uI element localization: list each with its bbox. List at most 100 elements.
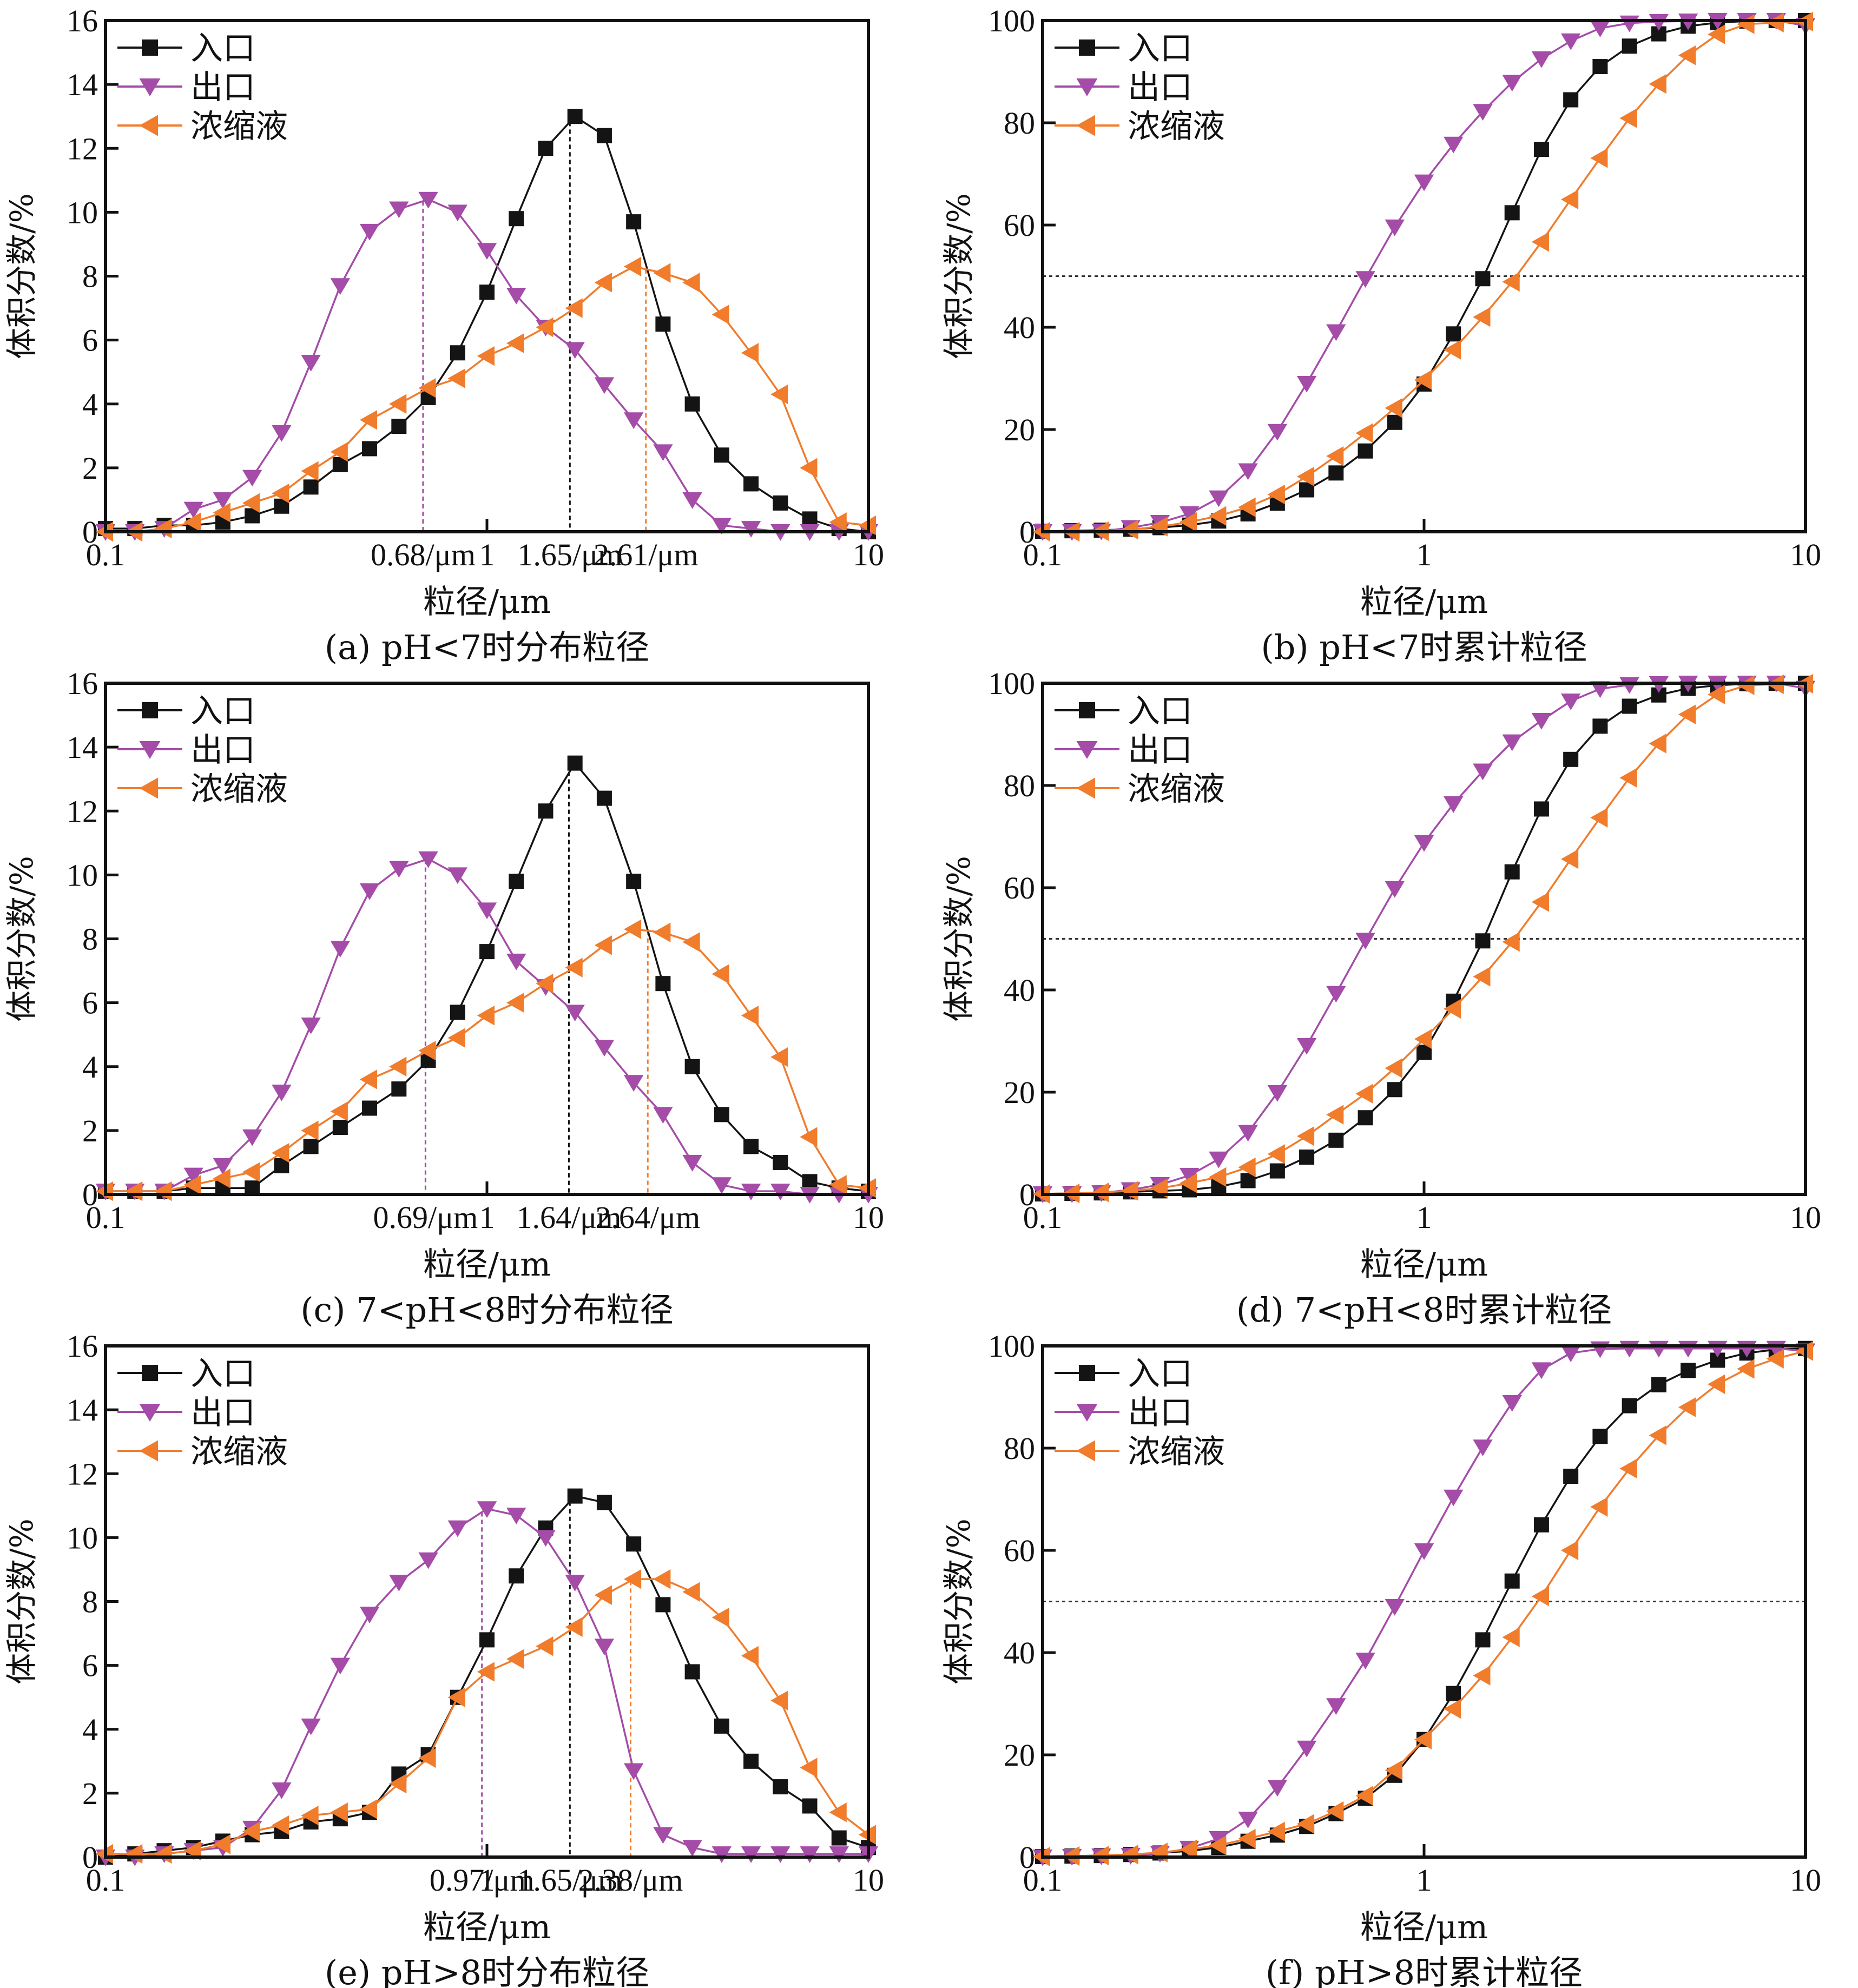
data-point-outlet [1385, 219, 1405, 236]
data-point-outlet [389, 861, 409, 878]
data-point-concentrate [1766, 12, 1784, 32]
data-point-inlet [655, 976, 671, 992]
data-point-outlet [682, 492, 702, 509]
legend-label-outlet: 出口 [190, 1394, 255, 1432]
data-point-concentrate [1590, 148, 1608, 168]
panel-c: 0 2 4 6 8 10 12 14 16 0.1 0.69/μm 1 1.64/μm 2.64/μm 10… [0, 663, 929, 1330]
data-point-concentrate [447, 1687, 465, 1707]
legend-marker-concentrate [139, 1440, 158, 1462]
data-point-concentrate [418, 378, 436, 398]
data-point-concentrate [594, 273, 612, 293]
data-point-concentrate [1619, 768, 1637, 788]
data-point-outlet [1444, 1489, 1464, 1507]
legend-label-concentrate: 浓缩液 [190, 770, 288, 808]
plot-frame [104, 19, 870, 533]
y-tick-label: 4 [82, 1712, 98, 1747]
data-point-inlet [1592, 1429, 1608, 1444]
data-point-concentrate [536, 1636, 554, 1656]
data-point-concentrate [1649, 1425, 1666, 1445]
data-point-outlet [1326, 1698, 1346, 1715]
y-tick-label: 12 [67, 131, 98, 166]
data-point-inlet [391, 419, 407, 434]
series-concentrate [95, 1569, 876, 1864]
data-point-inlet [362, 1100, 378, 1116]
data-point-outlet [1267, 1085, 1288, 1102]
legend-label-outlet: 出口 [190, 731, 255, 769]
y-tick-label: 8 [82, 1584, 98, 1620]
data-point-concentrate [1238, 1157, 1256, 1178]
data-point-inlet [303, 479, 319, 495]
x-tick-label: 1 [479, 1200, 495, 1235]
x-tick-label: 0.1 [1023, 537, 1063, 572]
data-point-inlet [626, 1536, 642, 1552]
legend-marker-outlet [139, 78, 161, 96]
data-point-concentrate [154, 1181, 172, 1201]
data-point-outlet [1502, 1395, 1522, 1412]
data-point-outlet [242, 470, 262, 487]
y-axis-title: 体积分数/% [940, 856, 977, 1022]
data-point-inlet [509, 211, 524, 227]
data-point-inlet [1651, 1377, 1666, 1392]
data-point-inlet [773, 495, 788, 511]
data-point-outlet [301, 354, 321, 372]
y-tick-label: 12 [67, 1456, 98, 1491]
data-point-inlet [479, 1632, 495, 1648]
data-point-concentrate [183, 512, 201, 532]
data-point-inlet [1387, 414, 1402, 430]
data-point-concentrate [1502, 932, 1520, 952]
data-point-concentrate [1444, 340, 1461, 360]
data-point-inlet [773, 1154, 788, 1170]
x-axis-title: 粒径/μm [423, 583, 551, 621]
data-point-outlet [1531, 51, 1552, 68]
data-point-concentrate [213, 1834, 230, 1854]
legend-marker-inlet [142, 39, 158, 56]
data-point-concentrate [800, 458, 818, 478]
data-point-outlet [623, 1763, 644, 1780]
data-point-inlet [802, 1798, 818, 1814]
data-point-outlet [1238, 1812, 1258, 1828]
y-tick-label: 6 [82, 1648, 98, 1683]
y-tick-label: 40 [1004, 310, 1035, 345]
data-point-concentrate [741, 1646, 759, 1666]
data-point-concentrate [1649, 734, 1666, 754]
data-point-concentrate [1678, 704, 1696, 724]
data-point-inlet [1533, 801, 1549, 817]
data-point-concentrate [770, 384, 788, 405]
data-point-outlet [711, 1846, 732, 1863]
data-point-concentrate [1238, 1828, 1256, 1849]
data-point-outlet [1560, 33, 1581, 50]
y-tick-label: 0 [1019, 514, 1035, 550]
data-point-inlet [831, 1830, 847, 1846]
x-axis-title: 粒径/μm [423, 1246, 551, 1284]
legend-marker-outlet [1076, 741, 1098, 759]
data-point-outlet [418, 851, 438, 868]
data-point-inlet [655, 1597, 671, 1613]
data-point-concentrate [1238, 497, 1256, 517]
data-point-concentrate [1091, 1183, 1109, 1203]
data-point-outlet [447, 204, 467, 222]
x-tick-label: 1.65/μm [517, 1862, 622, 1898]
data-point-outlet [359, 883, 380, 900]
data-point-concentrate [1267, 1144, 1285, 1164]
data-point-concentrate [1708, 24, 1725, 44]
data-point-inlet [1475, 1632, 1491, 1648]
y-tick-label: 100 [988, 666, 1035, 701]
legend-marker-concentrate [139, 777, 158, 799]
data-point-concentrate [1560, 849, 1579, 869]
y-tick-label: 10 [67, 857, 98, 893]
data-point-outlet [594, 1639, 615, 1655]
data-point-outlet [1560, 694, 1581, 710]
y-tick-label: 80 [1004, 1431, 1035, 1466]
data-point-concentrate [447, 1028, 465, 1048]
data-point-concentrate [1502, 1627, 1520, 1647]
data-point-inlet [538, 803, 554, 819]
data-point-outlet [301, 1017, 321, 1034]
plot-frame [104, 1344, 870, 1859]
data-point-inlet [567, 109, 583, 124]
y-axis-title: 体积分数/% [3, 856, 40, 1022]
data-point-concentrate [301, 1120, 319, 1141]
data-point-concentrate [711, 964, 729, 984]
